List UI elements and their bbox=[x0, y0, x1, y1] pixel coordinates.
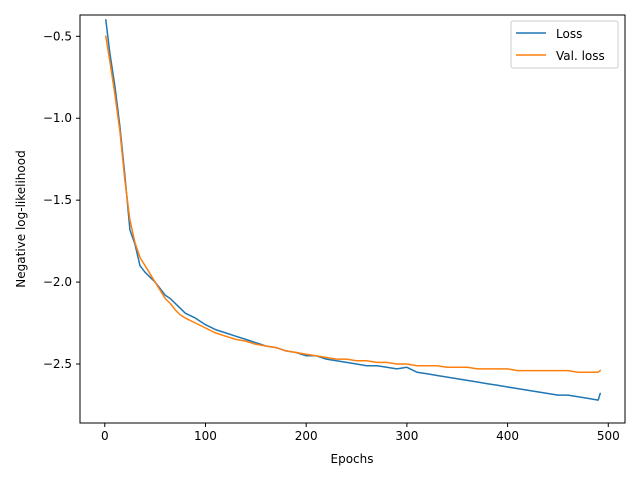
y-tick-label: −2.5 bbox=[43, 357, 72, 371]
x-tick-label: 100 bbox=[194, 429, 217, 443]
series-layer bbox=[104, 19, 602, 401]
x-tick-label: 400 bbox=[496, 429, 519, 443]
x-tick-label: 0 bbox=[101, 429, 109, 443]
x-tick-label: 500 bbox=[597, 429, 620, 443]
series-line-val-loss bbox=[104, 35, 602, 373]
x-axis-label: Epochs bbox=[331, 452, 374, 466]
tick-layer: 0 100 200 300 400 500 −0.5 −1.0 −1.5 −2.0 −2.5 bbox=[43, 29, 620, 443]
legend-label-loss: Loss bbox=[556, 27, 582, 41]
y-axis-label: Negative log-likelihood bbox=[14, 150, 28, 287]
plot-area bbox=[80, 15, 625, 423]
legend-label-val-loss: Val. loss bbox=[556, 49, 605, 63]
legend: Loss Val. loss bbox=[510, 20, 619, 69]
y-tick-label: −0.5 bbox=[43, 29, 72, 43]
x-tick-label: 300 bbox=[395, 429, 418, 443]
y-tick-label: −2.0 bbox=[43, 275, 72, 289]
y-tick-label: −1.0 bbox=[43, 111, 72, 125]
y-tick-label: −1.5 bbox=[43, 193, 72, 207]
x-tick-label: 200 bbox=[295, 429, 318, 443]
axes-frame bbox=[79, 14, 626, 424]
